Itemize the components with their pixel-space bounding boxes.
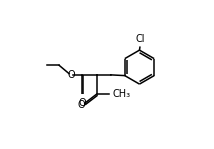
- Text: O: O: [78, 98, 86, 108]
- Text: CH₃: CH₃: [112, 89, 130, 99]
- Text: Cl: Cl: [136, 34, 145, 44]
- Text: O: O: [77, 100, 85, 110]
- Text: O: O: [67, 70, 75, 80]
